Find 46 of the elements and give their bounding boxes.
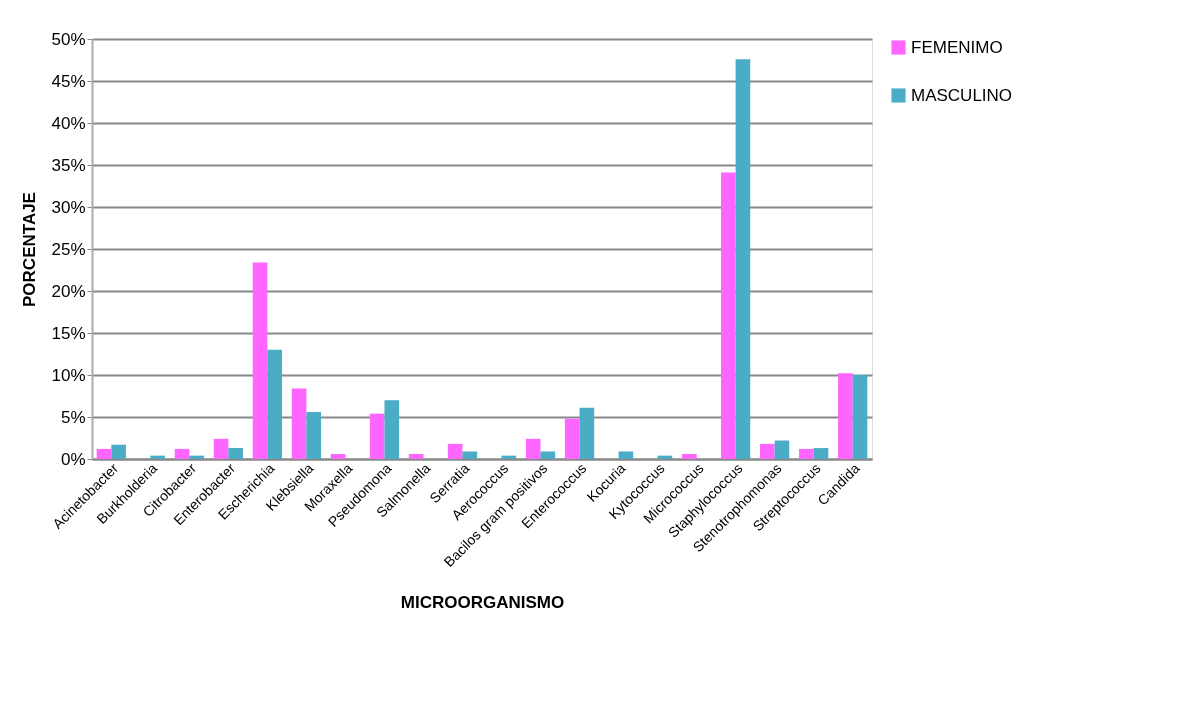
bar bbox=[774, 440, 790, 459]
bar bbox=[408, 453, 424, 459]
bar bbox=[540, 451, 556, 459]
y-tick-label: 10% bbox=[51, 365, 86, 385]
y-tick-label: 5% bbox=[60, 407, 86, 427]
bar bbox=[447, 443, 463, 459]
bar bbox=[252, 262, 268, 459]
bar bbox=[525, 438, 541, 459]
y-tick-label: 15% bbox=[51, 323, 86, 343]
y-tick-label: 25% bbox=[51, 239, 86, 259]
bar bbox=[838, 373, 853, 459]
legend-label: MASCULINO bbox=[911, 85, 1013, 105]
y-tick-label: 0% bbox=[60, 449, 86, 469]
y-axis-title: PORCENTAJE bbox=[20, 192, 40, 307]
y-tick-label: 40% bbox=[51, 113, 86, 133]
bar bbox=[267, 349, 283, 459]
y-tick-label: 50% bbox=[51, 29, 86, 49]
bar bbox=[681, 453, 697, 459]
bar bbox=[111, 444, 126, 459]
y-tick-label: 20% bbox=[51, 281, 86, 301]
bar bbox=[189, 455, 204, 459]
bar bbox=[369, 413, 385, 459]
y-tick-label: 35% bbox=[51, 155, 86, 175]
bar bbox=[213, 438, 229, 459]
bar bbox=[720, 172, 736, 459]
y-tick-label: 45% bbox=[51, 71, 86, 91]
bar bbox=[735, 59, 751, 459]
bar bbox=[618, 451, 634, 459]
legend-label: FEMENIMO bbox=[911, 37, 1003, 57]
bar bbox=[150, 455, 165, 459]
bar bbox=[564, 418, 580, 459]
bar bbox=[291, 388, 307, 459]
bar bbox=[579, 407, 595, 459]
bar bbox=[384, 400, 400, 459]
bar bbox=[799, 448, 814, 459]
bar bbox=[228, 448, 244, 459]
bar bbox=[852, 375, 868, 459]
bar bbox=[174, 448, 190, 459]
bar bbox=[306, 411, 322, 459]
bar bbox=[462, 451, 478, 459]
bar bbox=[96, 448, 112, 459]
bar bbox=[760, 443, 775, 459]
bar bbox=[330, 453, 346, 459]
bar bbox=[813, 448, 829, 459]
y-tick-label: 30% bbox=[51, 197, 86, 217]
x-axis-title: MICROORGANISMO bbox=[400, 592, 565, 612]
